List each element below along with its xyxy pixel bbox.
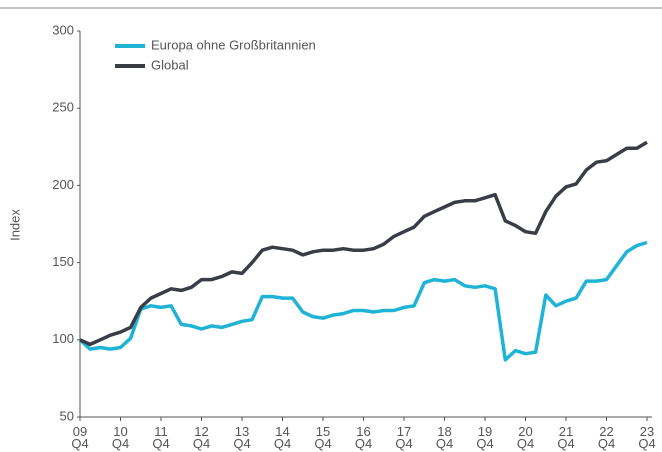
x-tick-label: 21 Q4 — [557, 424, 575, 451]
series-line — [78, 240, 648, 362]
x-tick-label: 14 Q4 — [273, 424, 292, 451]
y-tick-label: 250 — [52, 100, 74, 115]
x-tick-label: 10 Q4 — [111, 424, 130, 451]
series-line — [79, 140, 648, 347]
y-tick-label: 300 — [52, 22, 74, 37]
x-tick-label: 19 Q4 — [476, 424, 494, 451]
y-tick-label: 150 — [52, 254, 74, 269]
x-tick-label: 09 Q4 — [71, 424, 89, 451]
x-tick-label: 12 Q4 — [192, 424, 211, 451]
x-tick-label: 22 Q4 — [597, 424, 616, 451]
y-tick-label: 50 — [60, 408, 74, 423]
y-tick-label: 200 — [52, 177, 74, 192]
legend-label: Global — [151, 57, 189, 72]
x-tick-label: 17 Q4 — [395, 424, 413, 451]
y-tick-label: 100 — [52, 331, 74, 346]
legend-label: Europa ohne Großbritannien — [151, 37, 316, 52]
x-tick-label: 15 Q4 — [314, 424, 332, 451]
x-tick-label: 23 Q4 — [638, 424, 656, 451]
x-tick-label: 11 Q4 — [152, 424, 170, 451]
x-tick-label: 20 Q4 — [516, 424, 535, 451]
x-tick-label: 13 Q4 — [233, 424, 251, 451]
x-tick-label: 16 Q4 — [354, 424, 373, 451]
x-tick-label: 18 Q4 — [435, 424, 454, 451]
y-axis-label: Index — [7, 209, 22, 241]
